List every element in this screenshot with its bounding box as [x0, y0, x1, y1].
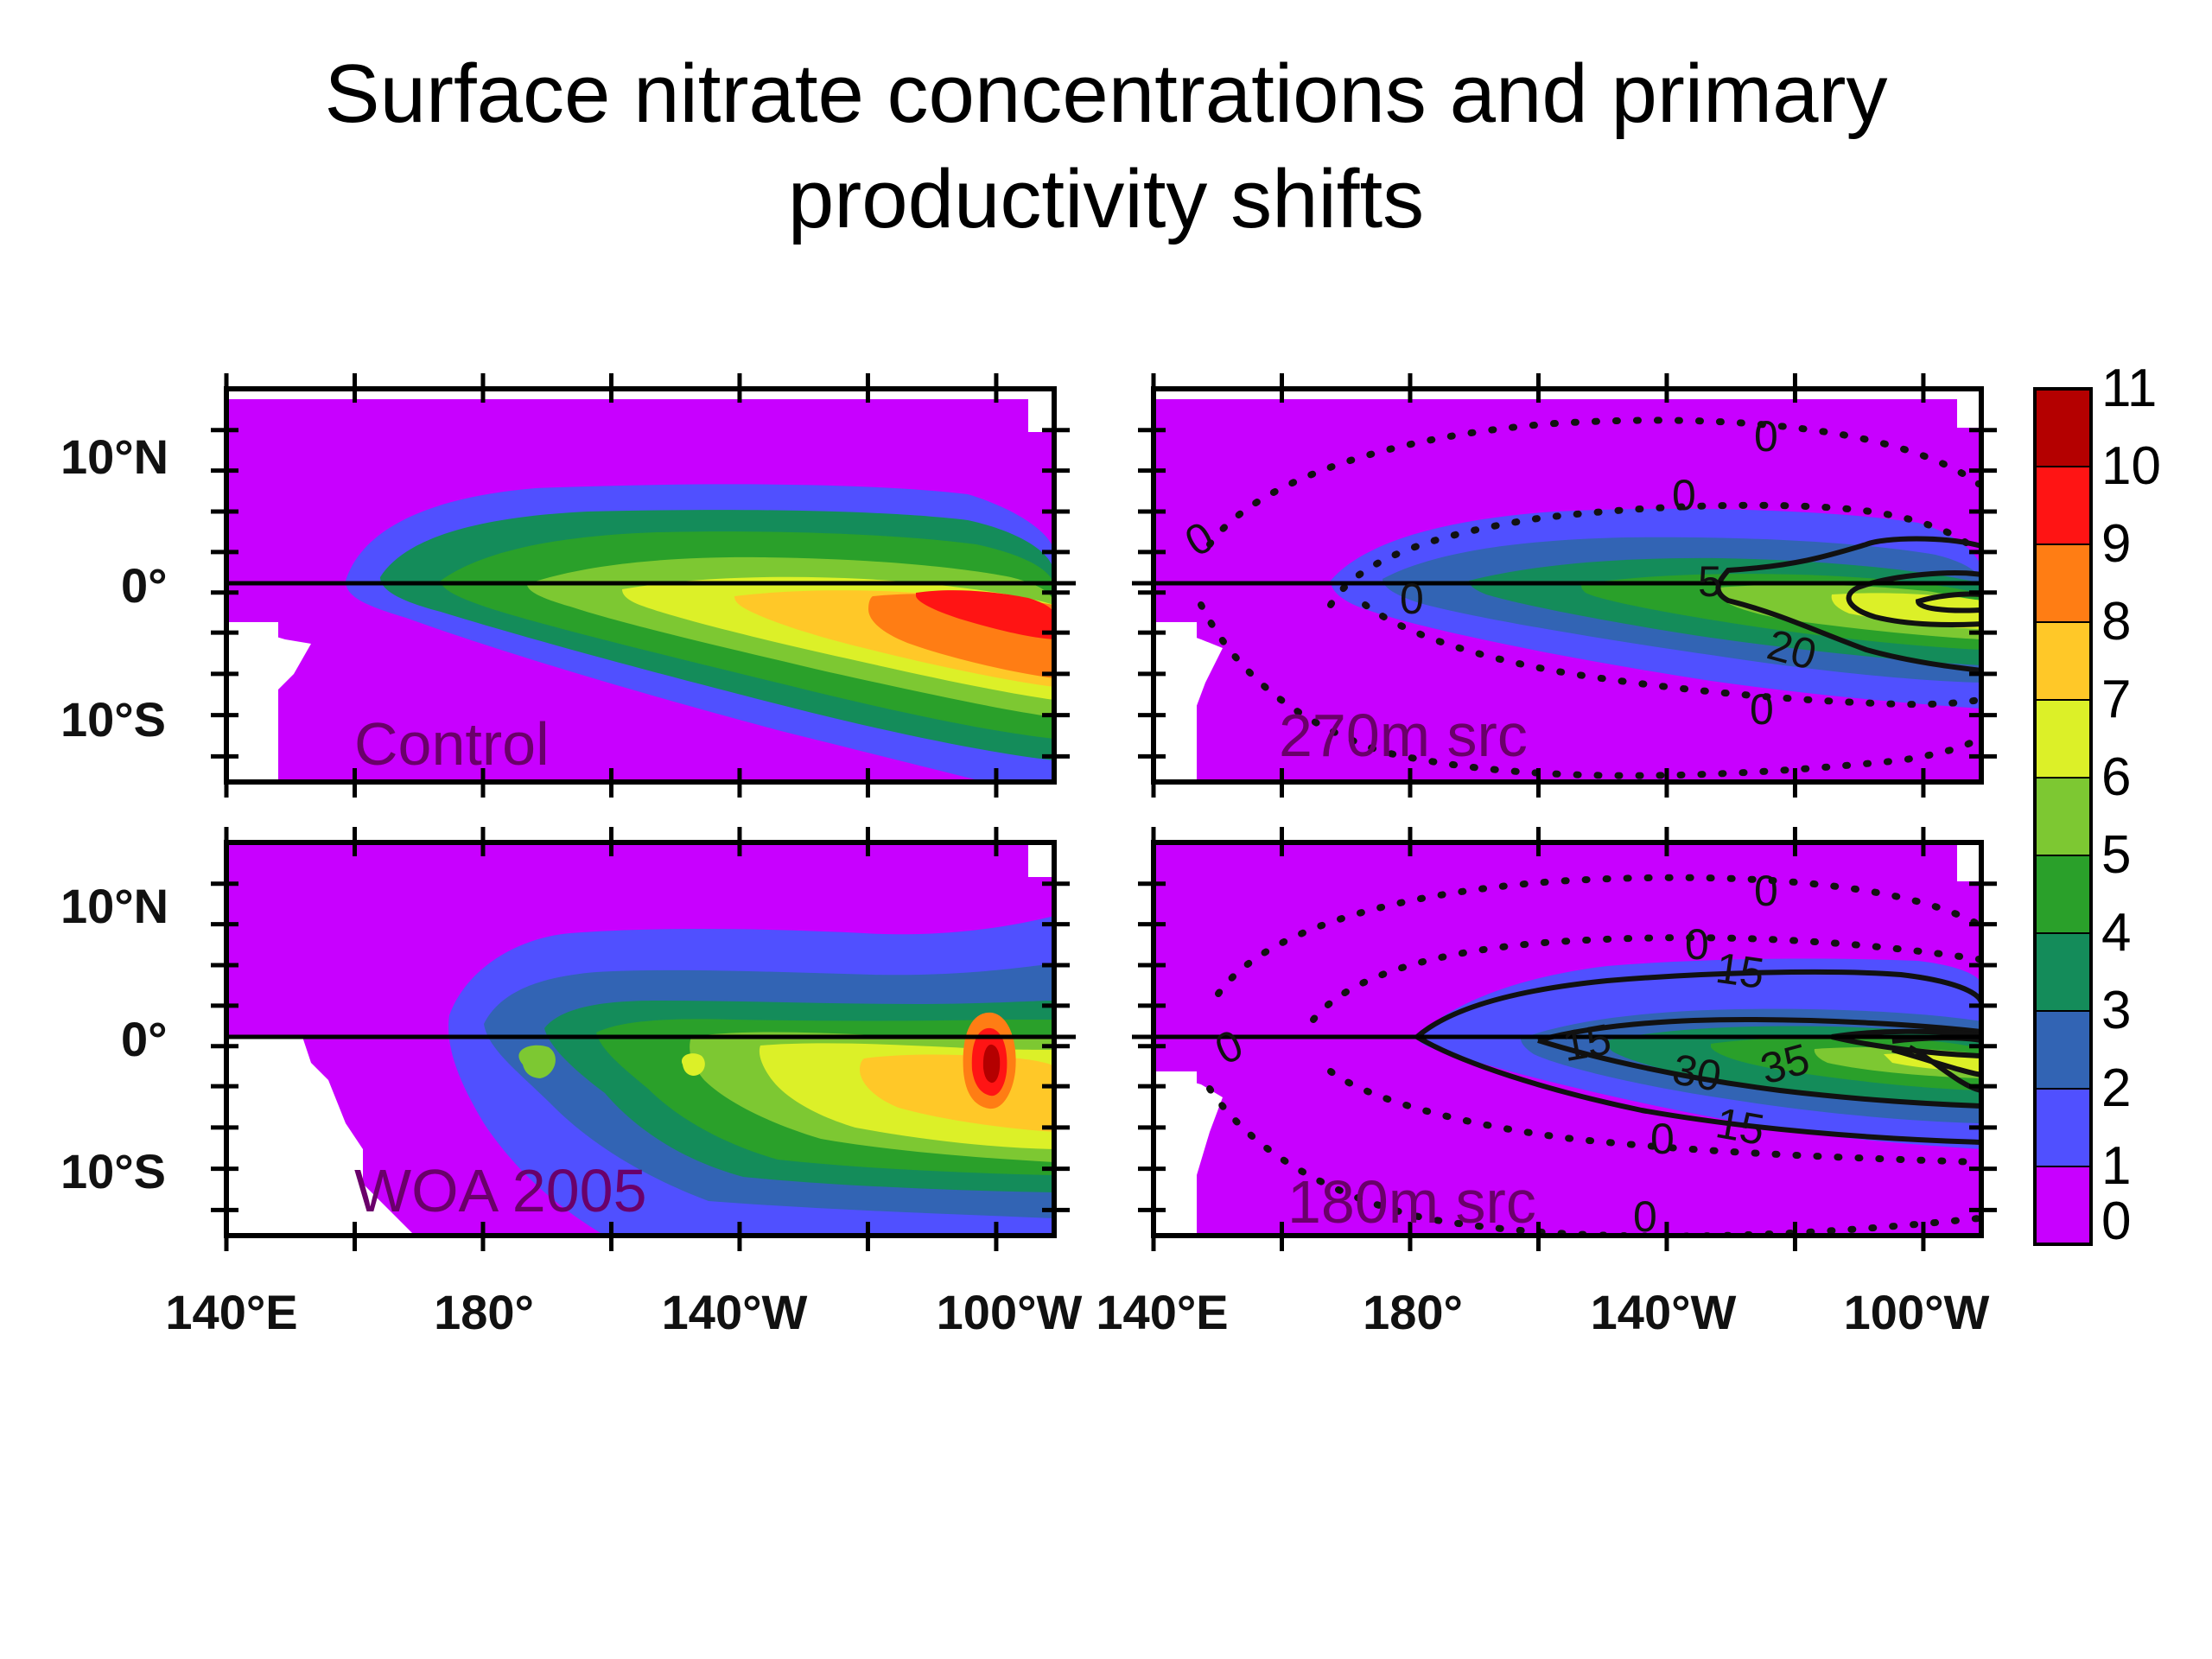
contour-label: 0 — [1400, 575, 1424, 623]
colorbar-label: 2 — [2101, 1058, 2131, 1118]
colorbar-label: 11 — [2101, 359, 2157, 418]
colorbar-swatch — [2034, 388, 2092, 467]
contour-labels-180m: 0 0 0 0 15 15 30 35 15 0 — [1208, 867, 1815, 1241]
colorbar-label: 3 — [2101, 981, 2131, 1040]
panel-label-270m: 270m src — [1279, 702, 1528, 769]
colorbar-label: 8 — [2101, 592, 2131, 652]
x-tick-label: 140°E — [165, 1285, 297, 1339]
contour-label: 15 — [1713, 1098, 1769, 1154]
land-mask — [226, 389, 1054, 782]
tick-marks — [211, 373, 1997, 1251]
x-tick-label: 100°W — [937, 1285, 1083, 1339]
colorbar-label: 4 — [2101, 903, 2131, 963]
colorbar-swatch — [2034, 1088, 2092, 1167]
y-tick-label: 0° — [121, 1012, 168, 1066]
contour-label: 0 — [1754, 867, 1778, 915]
contour-label: 0 — [1672, 471, 1696, 519]
colorbar-label: 7 — [2101, 670, 2131, 729]
x-tick-label: 140°E — [1096, 1285, 1228, 1339]
y-tick-label: 10°N — [60, 429, 168, 484]
contour-label: 0 — [1750, 685, 1774, 734]
colorbar-swatch — [2034, 1166, 2092, 1245]
panel-labels: Control 270m src WOA 2005 180m src — [354, 702, 1536, 1236]
title-line-1: Surface nitrate concentrations and prima… — [324, 48, 1888, 140]
contour-label: 0 — [1754, 412, 1778, 461]
x-tick-label: 100°W — [1844, 1285, 1990, 1339]
panel-label-woa2005: WOA 2005 — [354, 1157, 647, 1224]
title-line-2: productivity shifts — [787, 153, 1425, 245]
contour-label: 5 — [1698, 557, 1722, 606]
colorbar-label: 0 — [2101, 1192, 2131, 1251]
x-tick-label: 180° — [1363, 1285, 1463, 1339]
colorbar-label: 5 — [2101, 825, 2131, 885]
colorbar-label: 10 — [2101, 436, 2161, 496]
colorbar-swatch — [2034, 466, 2092, 545]
colorbar-frame — [2033, 387, 2093, 1246]
colorbar-swatch — [2034, 621, 2092, 701]
colorbar-swatch — [2034, 699, 2092, 779]
colorbar-swatch — [2034, 855, 2092, 934]
x-tick-label: 140°W — [662, 1285, 808, 1339]
nitrate-fill — [448, 916, 1054, 1236]
y-tick-label: 10°S — [60, 692, 166, 747]
y-tick-label: 10°N — [60, 879, 168, 933]
colorbar-swatch — [2034, 543, 2092, 623]
y-tick-label: 0° — [121, 558, 168, 613]
land-mask — [226, 842, 1054, 1236]
colorbar-label: 1 — [2101, 1136, 2131, 1196]
contour-label: 0 — [1685, 920, 1709, 969]
y-tick-labels: 10°N 0° 10°S 10°N 0° 10°S — [60, 429, 168, 1198]
colorbar-label: 9 — [2101, 514, 2131, 574]
contour-label: 15 — [1559, 1014, 1615, 1071]
y-tick-label: 10°S — [60, 1144, 166, 1198]
contour-label: 0 — [1633, 1192, 1657, 1241]
nitrate-fill — [1331, 508, 1981, 709]
contour-label: 0 — [1650, 1115, 1675, 1163]
slide-title: Surface nitrate concentrations and prima… — [0, 41, 2212, 252]
contours — [1198, 416, 1981, 779]
x-tick-labels: 140°E 180° 140°W 100°W 140°E 180° 140°W … — [165, 1285, 1989, 1339]
panel-label-180m: 180m src — [1287, 1168, 1536, 1236]
x-tick-label: 140°W — [1591, 1285, 1737, 1339]
colorbar-swatch — [2034, 932, 2092, 1012]
colorbar-swatch — [2034, 777, 2092, 856]
contour-label: 15 — [1713, 944, 1767, 998]
contour-label: 30 — [1669, 1045, 1726, 1101]
x-tick-label: 180° — [434, 1285, 534, 1339]
equator-lines — [226, 581, 1981, 1039]
contours — [1206, 874, 1981, 1236]
panel-label-control: Control — [354, 710, 550, 778]
colorbar-swatch — [2034, 1010, 2092, 1090]
colorbar-label: 6 — [2101, 747, 2131, 807]
colorbar — [2033, 387, 2093, 1246]
colorbar-labels: 01 2 3 4 5 6 7 8 9 10 11 — [2101, 359, 2161, 1251]
